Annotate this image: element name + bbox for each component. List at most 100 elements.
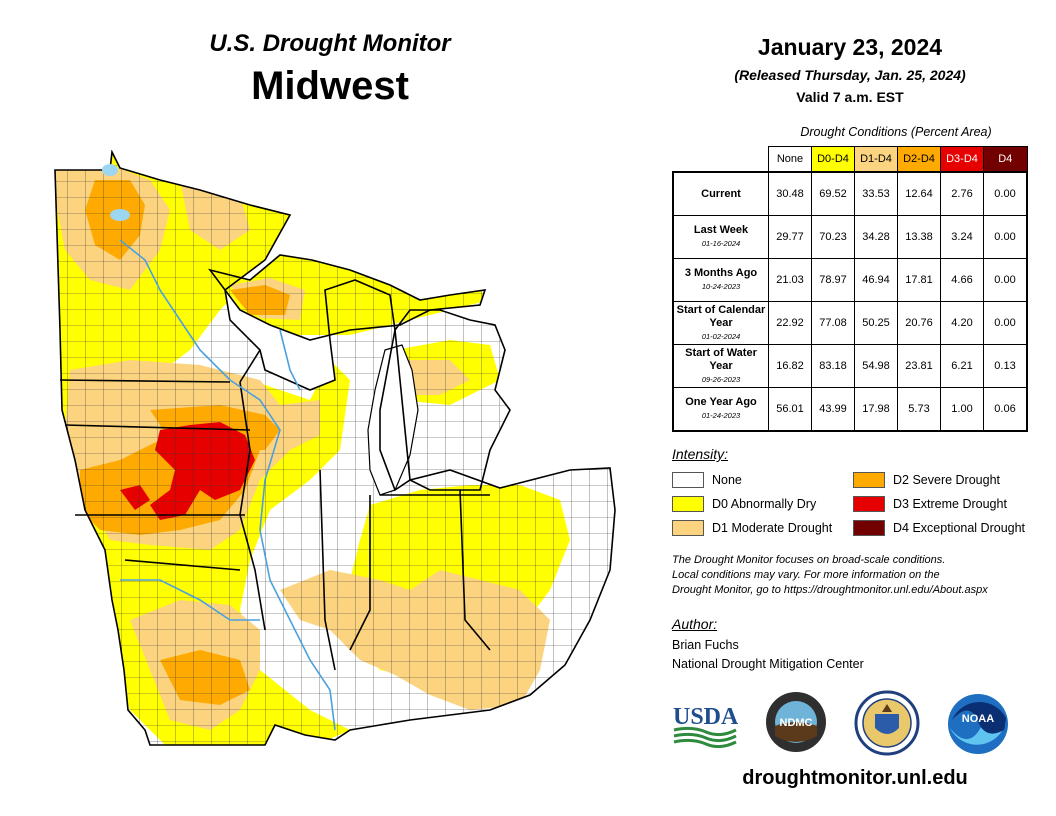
noaa-logo: NOAA <box>948 694 1008 754</box>
conditions-title: Drought Conditions (Percent Area) <box>800 125 992 139</box>
conditions-table: None D0-D4 D1-D4 D2-D4 D3-D4 D4 Current … <box>672 146 1028 432</box>
table-cell: 78.97 <box>811 258 855 302</box>
table-row: Last Week 01-16-2024 29.77 70.23 34.28 13… <box>672 215 1028 259</box>
table-cell: 0.06 <box>983 387 1028 432</box>
table-row: Start of Calendar Year 01-02-2024 22.92 7… <box>672 301 1028 345</box>
table-cell: 3.24 <box>940 215 984 259</box>
table-cell: 0.13 <box>983 344 1028 388</box>
table-cell: 70.23 <box>811 215 855 259</box>
col-d2-d4: D2-D4 <box>897 146 941 173</box>
row-label: One Year Ago 01-24-2023 <box>672 387 769 432</box>
legend-swatch <box>672 472 704 488</box>
note-line[interactable]: Drought Monitor, go to https://droughtmo… <box>672 584 988 596</box>
row-date: 09-26-2023 <box>701 374 741 384</box>
legend-item-d4: D4 Exceptional Drought <box>853 520 1025 536</box>
lakes <box>102 164 130 221</box>
map-date: January 23, 2024 <box>757 34 943 60</box>
table-cell: 46.94 <box>854 258 898 302</box>
col-d3-d4: D3-D4 <box>940 146 984 173</box>
legend-item-d0: D0 Abnormally Dry <box>672 496 816 512</box>
table-cell: 0.00 <box>983 215 1028 259</box>
table-corner <box>673 147 769 173</box>
svg-text:USDA: USDA <box>673 704 738 730</box>
note-line: The Drought Monitor focuses on broad-sca… <box>672 554 946 566</box>
table-cell: 33.53 <box>854 171 898 216</box>
table-cell: 4.20 <box>940 301 984 345</box>
legend-item-d3: D3 Extreme Drought <box>853 496 1007 512</box>
release-date: (Released Thursday, Jan. 25, 2024) <box>734 67 966 83</box>
legend-swatch <box>853 496 885 512</box>
table-cell: 5.73 <box>897 387 941 432</box>
col-d1-d4: D1-D4 <box>854 146 898 173</box>
table-row: One Year Ago 01-24-2023 56.01 43.99 17.98… <box>672 387 1028 432</box>
table-header-row: None D0-D4 D1-D4 D2-D4 D3-D4 D4 <box>673 146 1028 173</box>
row-label: 3 Months Ago 10-24-2023 <box>672 258 769 302</box>
table-cell: 12.64 <box>897 171 941 216</box>
state-borders <box>54 150 616 746</box>
region-title: Midwest <box>251 64 409 108</box>
table-cell: 50.25 <box>854 301 898 345</box>
table-cell: 54.98 <box>854 344 898 388</box>
table-cell: 30.48 <box>768 171 812 216</box>
row-date: 10-24-2023 <box>701 282 741 291</box>
valid-time: Valid 7 a.m. EST <box>796 89 904 105</box>
table-cell: 56.01 <box>768 387 812 432</box>
legend-swatch <box>853 520 885 536</box>
col-d0-d4: D0-D4 <box>811 146 855 173</box>
table-cell: 17.81 <box>897 258 941 302</box>
disclaimer-note: The Drought Monitor focuses on broad-sca… <box>672 553 1052 598</box>
table-cell: 23.81 <box>897 344 941 388</box>
legend-item-none: None <box>672 472 742 488</box>
table-cell: 6.21 <box>940 344 984 388</box>
table-cell: 2.76 <box>940 171 984 216</box>
col-d4: D4 <box>983 146 1028 173</box>
website-link[interactable]: droughtmonitor.unl.edu <box>742 767 968 789</box>
author-org: National Drought Mitigation Center <box>672 657 864 671</box>
row-label: Current <box>672 171 769 216</box>
row-label: Last Week 01-16-2024 <box>672 215 769 259</box>
table-cell: 0.00 <box>983 301 1028 345</box>
row-date: 01-24-2023 <box>701 411 741 420</box>
svg-text:NOAA: NOAA <box>962 713 994 725</box>
table-cell: 83.18 <box>811 344 855 388</box>
legend-swatch <box>672 496 704 512</box>
table-cell: 0.00 <box>983 258 1028 302</box>
svg-text:NDMC: NDMC <box>780 717 813 729</box>
row-date: 01-16-2024 <box>701 239 741 248</box>
table-cell: 22.92 <box>768 301 812 345</box>
table-cell: 21.03 <box>768 258 812 302</box>
table-cell: 17.98 <box>854 387 898 432</box>
table-cell: 77.08 <box>811 301 855 345</box>
table-cell: 0.00 <box>983 171 1028 216</box>
map-subtitle: U.S. Drought Monitor <box>209 30 451 57</box>
doc-seal-logo <box>854 690 920 756</box>
author-title: Author: <box>672 616 718 632</box>
row-label: Start of Calendar Year 01-02-2024 <box>672 301 769 345</box>
legend-item-d1: D1 Moderate Drought <box>672 520 832 536</box>
legend-item-d2: D2 Severe Drought <box>853 472 1000 488</box>
table-cell: 13.38 <box>897 215 941 259</box>
col-none: None <box>768 146 812 173</box>
table-row: 3 Months Ago 10-24-2023 21.03 78.97 46.94… <box>672 258 1028 302</box>
table-cell: 4.66 <box>940 258 984 302</box>
row-label: Start of Water Year 09-26-2023 <box>672 344 769 388</box>
table-cell: 43.99 <box>811 387 855 432</box>
legend-title: Intensity: <box>672 446 729 462</box>
table-cell: 34.28 <box>854 215 898 259</box>
table-row: Start of Water Year 09-26-2023 16.82 83.1… <box>672 344 1028 388</box>
row-date: 01-02-2024 <box>701 331 741 341</box>
drought-map <box>54 150 616 746</box>
usda-logo: USDA <box>673 704 738 748</box>
rivers <box>119 239 336 731</box>
ndmc-logo: NDMC <box>766 692 826 752</box>
table-row: Current 30.48 69.52 33.53 12.64 2.76 0.0… <box>672 171 1028 216</box>
table-cell: 69.52 <box>811 171 855 216</box>
table-cell: 29.77 <box>768 215 812 259</box>
table-cell: 20.76 <box>897 301 941 345</box>
table-cell: 16.82 <box>768 344 812 388</box>
note-line: Local conditions may vary. For more info… <box>672 569 940 581</box>
table-cell: 1.00 <box>940 387 984 432</box>
legend-swatch <box>672 520 704 536</box>
author-name: Brian Fuchs <box>672 638 739 652</box>
legend-swatch <box>853 472 885 488</box>
